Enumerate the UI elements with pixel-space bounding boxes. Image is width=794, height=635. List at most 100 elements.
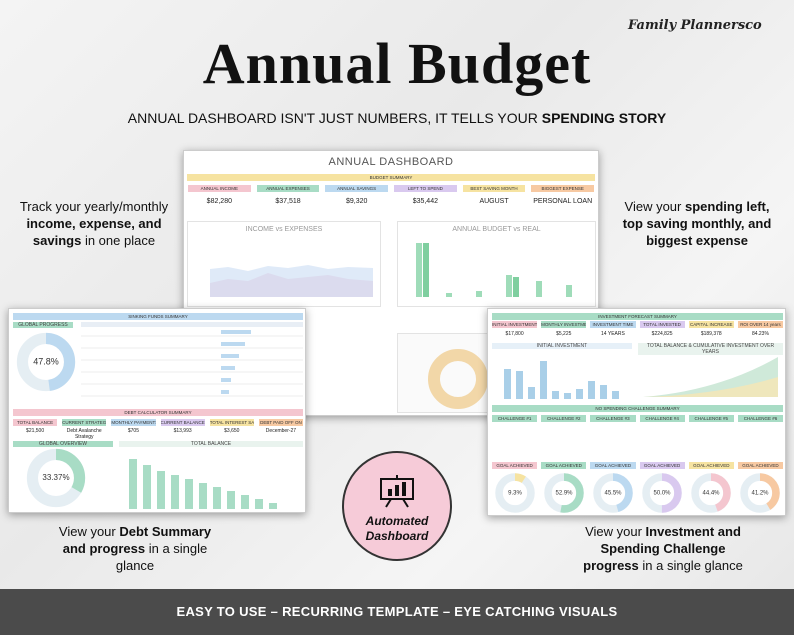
callout: Track your yearly/monthly income, expens… — [6, 198, 182, 249]
text: biggest expense — [646, 233, 748, 248]
chart-box: INCOME vs EXPENSES — [187, 221, 381, 307]
donut-holder: 50.0% — [640, 472, 685, 515]
card: ANNUAL INCOME $82,280 — [188, 185, 251, 205]
donut: 45.5% — [593, 473, 633, 513]
text: spending left, — [684, 199, 770, 214]
card: INVESTMENT TIME 14 YEARS — [590, 321, 636, 337]
challenge-label: CHALLENGE #3 — [590, 415, 636, 422]
text: income, expense, and — [26, 216, 162, 231]
donut-label: 9.3% — [508, 491, 522, 497]
label: GLOBAL OVERVIEW — [13, 441, 113, 447]
card: CAPITAL INCREASE $189,378 — [688, 321, 734, 337]
goal-label: GOAL ACHIEVED — [590, 462, 636, 469]
card: MONTHLY INVESTMENT $5,225 — [541, 321, 587, 337]
challenge-label: CHALLENGE #1 — [492, 415, 538, 422]
section-title: NO SPENDING CHALLENGE SUMMARY — [492, 405, 783, 412]
donut-label: 47.8% — [33, 356, 59, 366]
decorative-table — [81, 322, 303, 397]
card-label: TOTAL INTEREST SAVED — [209, 419, 254, 426]
donut-arc — [593, 473, 633, 513]
card-label: CURRENT BALANCE — [160, 419, 205, 426]
donut: 41.2% — [740, 473, 781, 513]
challenge: CHALLENGE #2 GOAL ACHIEVED 52.9% — [541, 415, 587, 515]
donut-label: 33.37% — [42, 473, 69, 482]
text: Dashboard — [365, 529, 429, 543]
summary-cards: ANNUAL INCOME $82,280 ANNUAL EXPENSES $37,5… — [184, 181, 598, 205]
callout: View your spending left, top saving mont… — [603, 198, 791, 249]
donut-arc — [544, 473, 584, 513]
label: TOTAL BALANCE — [119, 441, 303, 447]
card-label: INITIAL INVESTMENT — [492, 321, 538, 328]
donut-label: 41.2% — [752, 491, 770, 497]
card-value: $35,442 — [412, 198, 438, 205]
card-label: ROI OVER 14 years — [737, 321, 784, 328]
card-label: CURRENT STRATEGY — [62, 419, 107, 426]
text: in one place — [84, 233, 156, 248]
summary-title: BUDGET SUMMARY — [187, 174, 595, 181]
card: CURRENT STRATEGY Debt Avalanche Strategy — [62, 419, 107, 440]
donut: 50.0% — [642, 473, 682, 513]
card-label: ANNUAL EXPENSES — [256, 185, 320, 192]
text: View your — [585, 524, 642, 539]
card-value: $9,320 — [345, 198, 368, 205]
card-value: $82,280 — [206, 198, 232, 205]
card-value: $705 — [127, 428, 139, 434]
label: GLOBAL PROGRESS — [13, 322, 73, 328]
banner: EASY TO USE – RECURRING TEMPLATE – EYE C… — [0, 589, 794, 635]
card-value: $5,225 — [556, 331, 572, 337]
challenge-label: CHALLENGE #4 — [639, 415, 685, 422]
goal-label: GOAL ACHIEVED — [492, 462, 538, 469]
goal-label: GOAL ACHIEVED — [737, 462, 784, 469]
text: Spending Challenge — [600, 541, 726, 556]
callout: View your Debt Summary and progress in a… — [30, 523, 240, 574]
card-label: ANNUAL INCOME — [188, 185, 251, 192]
donut: 44.4% — [691, 473, 732, 513]
card-value: 84.23% — [751, 331, 769, 337]
decorative-chart — [129, 459, 277, 509]
card: INITIAL INVESTMENT $17,800 — [492, 321, 538, 337]
debt-panel: SINKING FUNDS SUMMARY GLOBAL PROGRESS 47… — [8, 308, 306, 513]
donut-holder: 44.4% — [689, 472, 734, 515]
card-label: TOTAL INVESTED — [639, 321, 685, 328]
card-label: LEFT TO SPEND — [394, 185, 457, 192]
challenge: CHALLENGE #4 GOAL ACHIEVED 50.0% — [639, 415, 685, 515]
text: Investment and — [645, 524, 741, 539]
decorative-chart — [210, 265, 373, 297]
donut-holder: 9.3% — [492, 472, 537, 515]
subtitle-text: ANNUAL DASHBOARD ISN'T JUST NUMBERS, IT … — [127, 110, 538, 126]
card-value: $3,650 — [224, 428, 240, 434]
text: Debt Summary — [119, 524, 212, 539]
subtitle-emphasis: SPENDING STORY — [541, 110, 667, 126]
debt-cards: TOTAL BALANCE $21,500 CURRENT STRATEGY Debt… — [13, 419, 304, 440]
card: CURRENT BALANCE $13,993 — [160, 419, 205, 440]
goal-label: GOAL ACHIEVED — [541, 462, 587, 469]
card-label: CAPITAL INCREASE — [688, 321, 734, 328]
challenge-label: CHALLENGE #5 — [688, 415, 734, 422]
label: TOTAL BALANCE & CUMULATIVE INVESTMENT OV… — [638, 343, 783, 355]
text: progress — [583, 558, 639, 573]
card-label: ANNUAL SAVINGS — [325, 185, 389, 192]
card: LEFT TO SPEND $35,442 — [394, 185, 457, 205]
text: Track your yearly/monthly — [19, 199, 169, 214]
donut-arc — [494, 473, 535, 513]
card: TOTAL INTEREST SAVED $3,650 — [209, 419, 254, 440]
card: TOTAL BALANCE $21,500 — [13, 419, 58, 440]
donut-arc — [26, 448, 86, 508]
section-title: DEBT CALCULATOR SUMMARY — [13, 409, 303, 416]
card-label: MONTHLY INVESTMENT — [541, 321, 587, 328]
text: glance — [115, 558, 155, 573]
donut: 52.9% — [544, 473, 584, 513]
decorative-chart — [643, 357, 778, 397]
dashboard-title: ANNUAL DASHBOARD — [328, 156, 454, 168]
text: Automated — [365, 514, 429, 528]
challenge: CHALLENGE #5 GOAL ACHIEVED 44.4% — [688, 415, 734, 515]
chart-title: INCOME vs EXPENSES — [245, 226, 323, 233]
decorative-chart — [504, 361, 619, 399]
card-label: MONTHLY PAYMENTS — [111, 419, 156, 426]
text: and progress — [62, 541, 146, 556]
text: View your — [58, 524, 116, 539]
card-value: AUGUST — [479, 198, 509, 205]
text: in a single glance — [642, 558, 743, 573]
presentation-icon — [380, 475, 414, 508]
